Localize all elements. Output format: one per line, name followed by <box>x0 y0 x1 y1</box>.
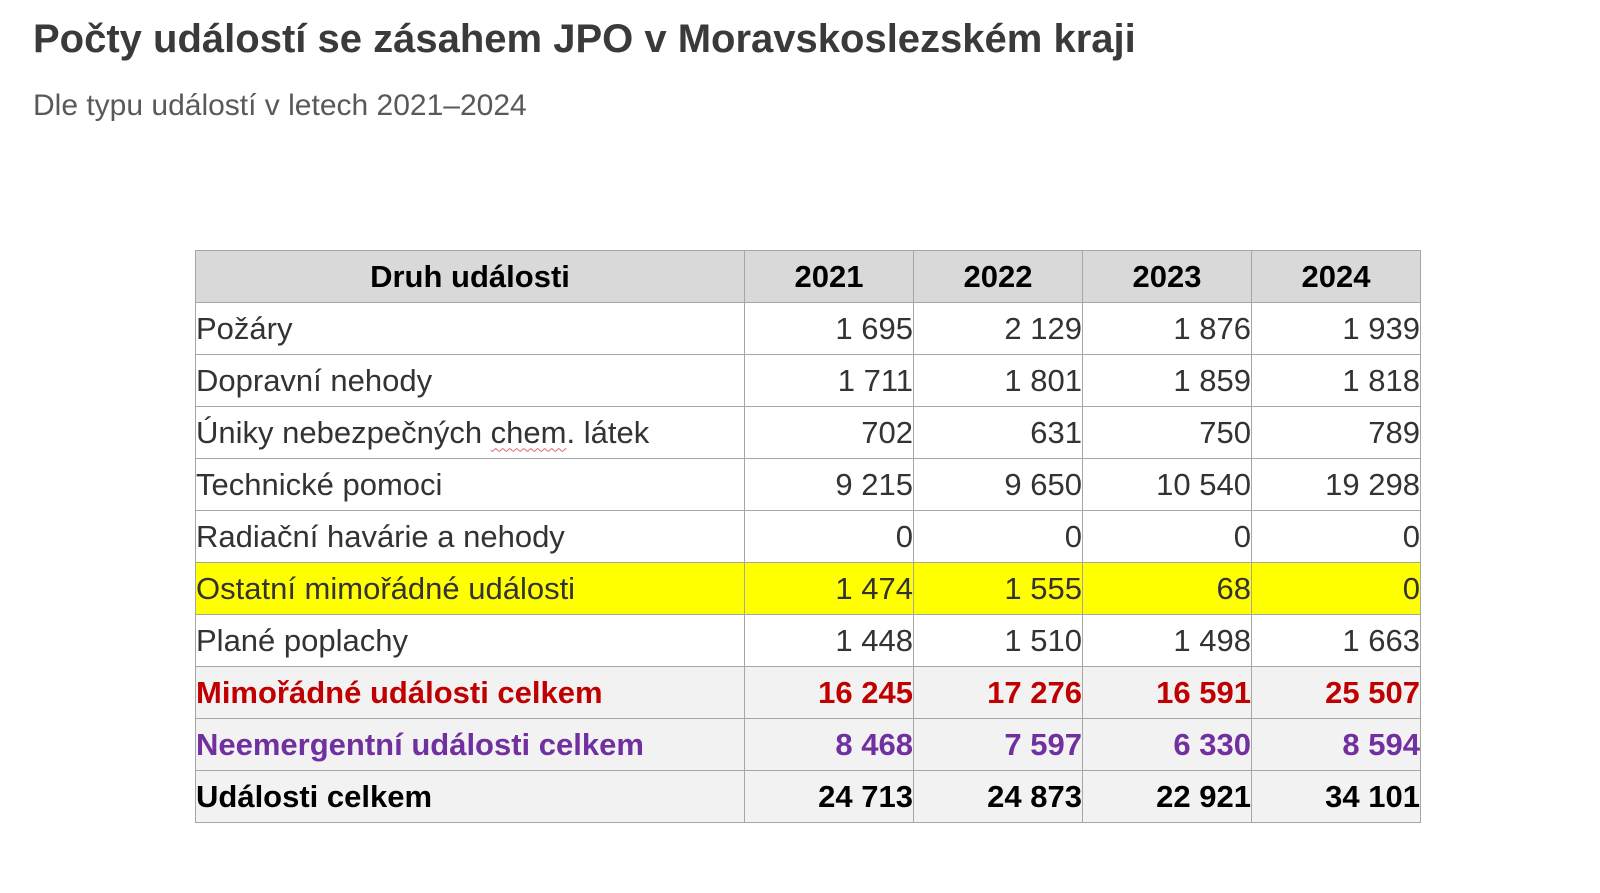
row-value: 68 <box>1082 562 1252 615</box>
table-row-ostatni-highlighted: Ostatní mimořádné události 1 474 1 555 6… <box>195 562 1421 615</box>
row-label: Radiační havárie a nehody <box>195 510 745 563</box>
table-row-total-all: Události celkem 24 713 24 873 22 921 34 … <box>195 770 1421 823</box>
row-label-part: . látek <box>566 414 650 450</box>
row-value: 1 498 <box>1082 614 1252 667</box>
row-value: 22 921 <box>1082 770 1252 823</box>
header-year-2023: 2023 <box>1082 250 1252 303</box>
row-label: Dopravní nehody <box>195 354 745 407</box>
row-value: 2 129 <box>913 302 1083 355</box>
row-value: 7 597 <box>913 718 1083 771</box>
row-value: 25 507 <box>1251 666 1421 719</box>
row-label: Mimořádné události celkem <box>195 666 745 719</box>
table-row-plane-poplachy: Plané poplachy 1 448 1 510 1 498 1 663 <box>195 614 1421 667</box>
slide-subtitle: Dle typu událostí v letech 2021–2024 <box>33 89 527 122</box>
slide-title: Počty událostí se zásahem JPO v Moravsko… <box>33 17 1136 61</box>
header-year-2024: 2024 <box>1251 250 1421 303</box>
row-value: 1 801 <box>913 354 1083 407</box>
row-label: Požáry <box>195 302 745 355</box>
row-value: 631 <box>913 406 1083 459</box>
row-value: 0 <box>1251 510 1421 563</box>
table-row-radiacni-havarie: Radiační havárie a nehody 0 0 0 0 <box>195 510 1421 563</box>
row-value: 17 276 <box>913 666 1083 719</box>
row-label: Události celkem <box>195 770 745 823</box>
row-value: 34 101 <box>1251 770 1421 823</box>
row-label: Úniky nebezpečných chem. látek <box>195 406 745 459</box>
events-table: Druh události 2021 2022 2023 2024 Požáry… <box>195 250 1421 823</box>
spellcheck-underlined-word: chem <box>490 414 567 450</box>
table-row-technicke-pomoci: Technické pomoci 9 215 9 650 10 540 19 2… <box>195 458 1421 511</box>
row-value: 0 <box>913 510 1083 563</box>
row-value: 6 330 <box>1082 718 1252 771</box>
row-value: 9 650 <box>913 458 1083 511</box>
row-value: 1 711 <box>744 354 914 407</box>
table-row-uniky-latek: Úniky nebezpečných chem. látek 702 631 7… <box>195 406 1421 459</box>
header-event-type: Druh události <box>195 250 745 303</box>
row-label: Plané poplachy <box>195 614 745 667</box>
row-label-part: Úniky nebezpečných <box>196 414 491 450</box>
row-value: 1 448 <box>744 614 914 667</box>
row-value: 9 215 <box>744 458 914 511</box>
table-row-pozary: Požáry 1 695 2 129 1 876 1 939 <box>195 302 1421 355</box>
row-value: 1 555 <box>913 562 1083 615</box>
row-value: 750 <box>1082 406 1252 459</box>
table-header-row: Druh události 2021 2022 2023 2024 <box>195 250 1421 303</box>
row-value: 24 713 <box>744 770 914 823</box>
header-year-2021: 2021 <box>744 250 914 303</box>
row-value: 1 876 <box>1082 302 1252 355</box>
row-value: 8 594 <box>1251 718 1421 771</box>
row-value: 0 <box>744 510 914 563</box>
row-value: 0 <box>1251 562 1421 615</box>
header-year-2022: 2022 <box>913 250 1083 303</box>
row-value: 8 468 <box>744 718 914 771</box>
row-value: 16 245 <box>744 666 914 719</box>
row-value: 1 695 <box>744 302 914 355</box>
row-label: Ostatní mimořádné události <box>195 562 745 615</box>
row-value: 16 591 <box>1082 666 1252 719</box>
row-value: 1 474 <box>744 562 914 615</box>
row-label: Technické pomoci <box>195 458 745 511</box>
row-value: 10 540 <box>1082 458 1252 511</box>
row-value: 1 818 <box>1251 354 1421 407</box>
table-row-total-emergency: Mimořádné události celkem 16 245 17 276 … <box>195 666 1421 719</box>
row-value: 24 873 <box>913 770 1083 823</box>
row-value: 1 859 <box>1082 354 1252 407</box>
table-row-total-non-emergency: Neemergentní události celkem 8 468 7 597… <box>195 718 1421 771</box>
row-value: 1 663 <box>1251 614 1421 667</box>
row-value: 0 <box>1082 510 1252 563</box>
row-value: 789 <box>1251 406 1421 459</box>
row-value: 702 <box>744 406 914 459</box>
row-value: 1 510 <box>913 614 1083 667</box>
row-value: 19 298 <box>1251 458 1421 511</box>
table-row-dopravni-nehody: Dopravní nehody 1 711 1 801 1 859 1 818 <box>195 354 1421 407</box>
row-label: Neemergentní události celkem <box>195 718 745 771</box>
row-value: 1 939 <box>1251 302 1421 355</box>
